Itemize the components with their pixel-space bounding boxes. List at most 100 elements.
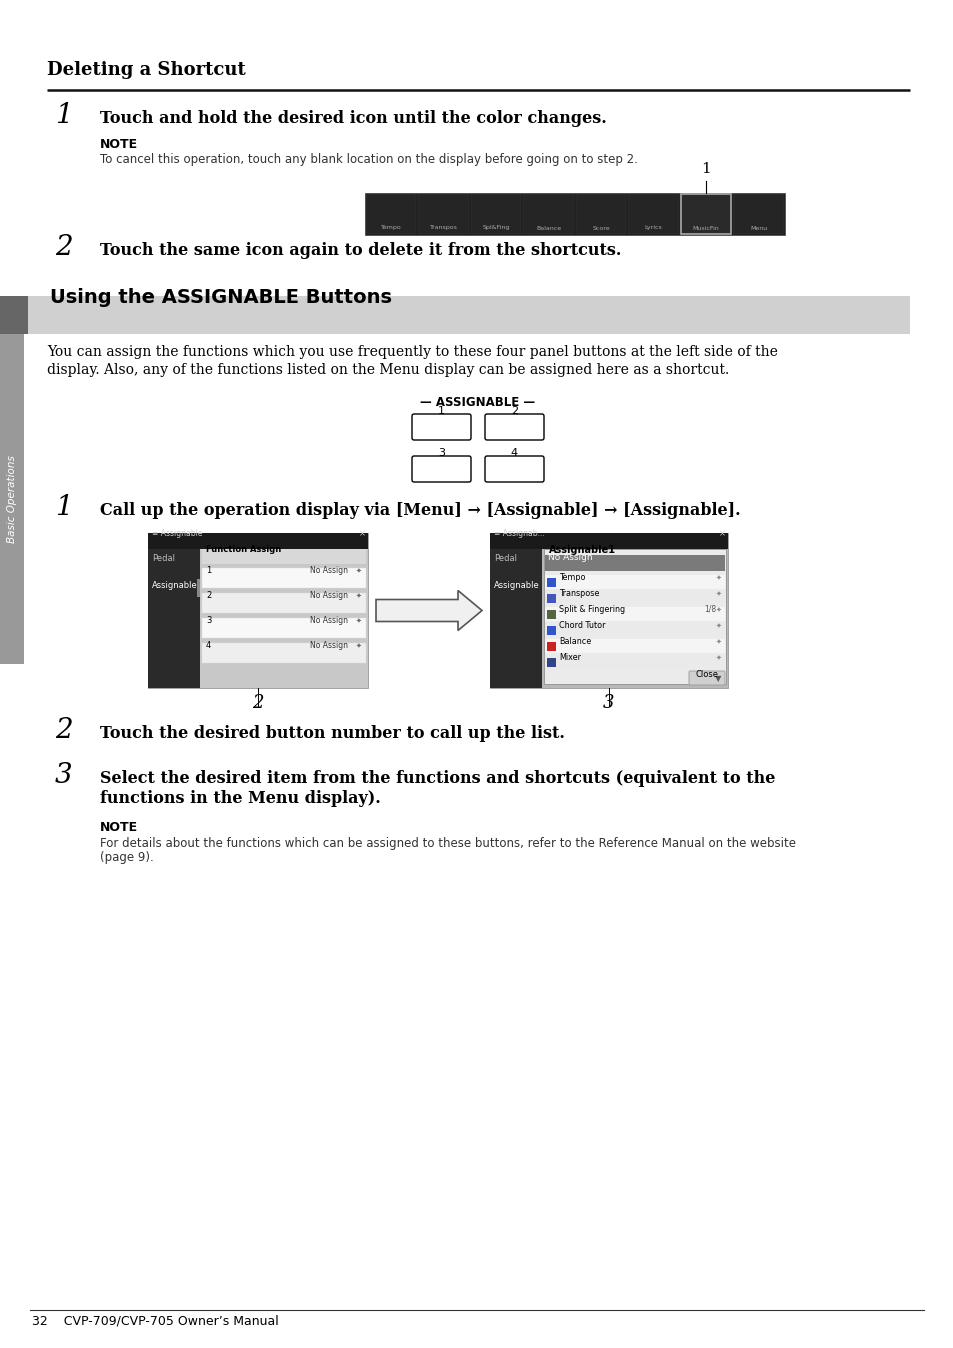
Text: 2: 2 (206, 590, 211, 600)
Text: Split & Fingering: Split & Fingering (558, 605, 624, 613)
Text: ≡ Assignab...: ≡ Assignab... (494, 528, 544, 538)
Bar (544, 555, 724, 572)
Bar (546, 658, 556, 667)
Text: MusicFin: MusicFin (692, 225, 719, 231)
Text: 2: 2 (252, 694, 263, 712)
FancyBboxPatch shape (484, 414, 543, 439)
Bar (418, 194, 469, 235)
Text: Mixer: Mixer (558, 652, 580, 662)
Bar (471, 194, 521, 235)
Bar (544, 590, 724, 605)
Text: Tempo: Tempo (558, 573, 585, 582)
Text: ✦: ✦ (355, 643, 361, 648)
Bar (366, 194, 416, 235)
Bar (202, 643, 366, 663)
Bar (544, 655, 724, 669)
Bar (148, 549, 200, 687)
Text: Assignable: Assignable (152, 581, 197, 590)
Text: 4: 4 (206, 642, 211, 650)
Text: 2: 2 (511, 406, 517, 417)
Text: Close: Close (695, 670, 718, 679)
Text: 2: 2 (55, 717, 72, 744)
Text: Tempo: Tempo (380, 225, 401, 231)
Bar (202, 549, 366, 563)
Text: ✦: ✦ (716, 576, 721, 581)
Bar (544, 576, 724, 589)
Text: Select the desired item from the functions and shortcuts (equivalent to the: Select the desired item from the functio… (100, 770, 775, 787)
Text: 4: 4 (511, 448, 517, 458)
Bar (148, 532, 368, 687)
Text: 3: 3 (55, 762, 72, 789)
Text: Deleting a Shortcut: Deleting a Shortcut (47, 61, 246, 80)
Text: No Assign: No Assign (310, 566, 348, 576)
Text: 1: 1 (55, 493, 72, 520)
Text: Function Assign: Function Assign (206, 545, 281, 554)
Text: ✦: ✦ (716, 639, 721, 644)
Text: Pedal: Pedal (494, 554, 517, 563)
Bar (546, 578, 556, 586)
Polygon shape (375, 590, 481, 631)
Bar (628, 194, 679, 235)
Text: No Assign: No Assign (310, 642, 348, 650)
Text: Assignable1: Assignable1 (548, 545, 616, 555)
Text: Basic Operations: Basic Operations (7, 456, 17, 543)
Bar (202, 593, 366, 613)
Text: ×: × (358, 528, 365, 538)
Text: Lyrics: Lyrics (644, 225, 662, 231)
Bar (196, 580, 200, 597)
Bar (544, 623, 724, 638)
Text: Transpos: Transpos (430, 225, 457, 231)
Bar (543, 549, 725, 683)
Bar (546, 625, 556, 635)
Bar (202, 617, 366, 638)
Text: 32    CVP-709/CVP-705 Owner’s Manual: 32 CVP-709/CVP-705 Owner’s Manual (32, 1316, 278, 1328)
Text: — ASSIGNABLE —: — ASSIGNABLE — (420, 396, 535, 408)
Bar (0, 297, 28, 334)
Text: ≡ Assignable: ≡ Assignable (152, 528, 202, 538)
Text: 1: 1 (437, 406, 444, 417)
Bar (148, 532, 368, 549)
FancyBboxPatch shape (412, 456, 471, 483)
Text: ✦: ✦ (716, 655, 721, 661)
Text: Score: Score (592, 225, 609, 231)
Bar (544, 607, 724, 621)
Bar (28, 297, 909, 334)
Text: functions in the Menu display).: functions in the Menu display). (100, 790, 380, 807)
Bar (541, 549, 727, 687)
Bar (490, 549, 541, 687)
Text: ✦: ✦ (355, 617, 361, 624)
Text: Touch and hold the desired icon until the color changes.: Touch and hold the desired icon until th… (100, 111, 606, 127)
Bar (544, 639, 724, 652)
Text: ✦: ✦ (716, 590, 721, 597)
Text: 1: 1 (206, 566, 211, 576)
Text: ✦: ✦ (716, 607, 721, 613)
Text: 2: 2 (55, 235, 72, 262)
Text: Using the ASSIGNABLE Buttons: Using the ASSIGNABLE Buttons (50, 288, 392, 307)
Text: ▼: ▼ (714, 674, 720, 683)
Bar (523, 194, 574, 235)
Text: Assignable: Assignable (494, 581, 539, 590)
Text: Menu: Menu (749, 225, 766, 231)
Bar (490, 532, 727, 549)
Text: 1: 1 (700, 162, 710, 177)
Text: Chord Tutor: Chord Tutor (558, 621, 605, 630)
Text: (page 9).: (page 9). (100, 851, 153, 864)
Text: Call up the operation display via [Menu] → [Assignable] → [Assignable].: Call up the operation display via [Menu]… (100, 501, 740, 519)
Text: Balance: Balance (558, 638, 591, 646)
Text: Transpose: Transpose (558, 589, 598, 599)
Bar (546, 611, 556, 619)
Text: You can assign the functions which you use frequently to these four panel button: You can assign the functions which you u… (47, 345, 777, 359)
Text: No Assign: No Assign (310, 590, 348, 600)
Text: For details about the functions which can be assigned to these buttons, refer to: For details about the functions which ca… (100, 837, 795, 851)
Text: 1/8: 1/8 (703, 605, 716, 613)
Bar (576, 194, 626, 235)
Text: Touch the same icon again to delete it from the shortcuts.: Touch the same icon again to delete it f… (100, 243, 620, 259)
Text: ✦: ✦ (355, 593, 361, 599)
Text: No Assign: No Assign (310, 616, 348, 625)
Text: NOTE: NOTE (100, 137, 138, 151)
Text: Balance: Balance (536, 225, 560, 231)
Text: No Assign: No Assign (547, 553, 592, 562)
Text: display. Also, any of the functions listed on the Menu display can be assigned h: display. Also, any of the functions list… (47, 363, 728, 377)
Text: ✦: ✦ (716, 623, 721, 630)
Bar (0, 334, 24, 665)
